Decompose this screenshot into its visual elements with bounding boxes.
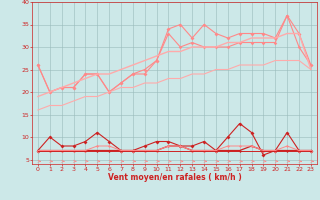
X-axis label: Vent moyen/en rafales ( km/h ): Vent moyen/en rafales ( km/h ) — [108, 173, 241, 182]
